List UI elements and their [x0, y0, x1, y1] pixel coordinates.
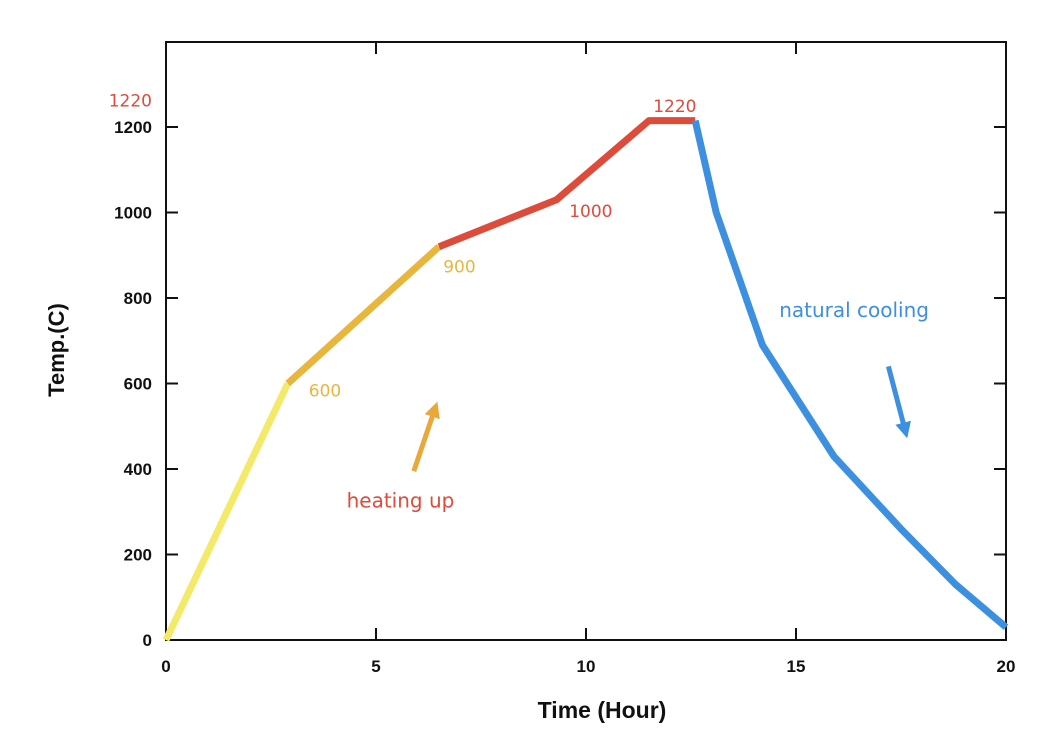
series-segment-blue [691, 119, 1009, 630]
series-segment-yellow [162, 381, 291, 642]
y-tick-label: 1200 [114, 118, 152, 137]
point-label: 900 [443, 257, 475, 277]
annotation-arrows [411, 365, 911, 472]
y-tick-label: 1000 [114, 204, 152, 223]
data-labels: 600 900 1000 1220 heating up natural cooling [309, 97, 929, 512]
annotation-natural-cooling: natural cooling [779, 298, 929, 322]
x-tick-label: 10 [577, 657, 596, 676]
y-tick-label: 200 [124, 546, 152, 565]
y-tick-label: 800 [124, 289, 152, 308]
y-axis-extra-label: 1220 [109, 91, 152, 111]
annotation-heating-up: heating up [347, 488, 455, 512]
y-tick-label: 400 [124, 460, 152, 479]
series-segment-red [437, 117, 696, 250]
point-label: 1000 [569, 202, 612, 222]
x-tick-label: 5 [371, 657, 380, 676]
y-tick-label: 600 [124, 375, 152, 394]
x-tick-label: 15 [787, 657, 806, 676]
tick-marks [165, 42, 1007, 641]
tick-labels: 0 200 400 600 800 1000 1200 0 5 10 15 20 1220 [109, 91, 1016, 676]
point-label: 600 [309, 381, 341, 401]
temperature-series [162, 117, 1009, 642]
cooling-arrow [885, 365, 911, 439]
point-label: 1220 [653, 97, 696, 117]
series-segment-orange [285, 244, 442, 387]
y-tick-label: 0 [143, 631, 152, 650]
x-axis-label: Time (Hour) [538, 697, 667, 723]
heating-arrow [411, 401, 440, 472]
x-tick-label: 20 [997, 657, 1016, 676]
x-tick-label: 0 [161, 657, 170, 676]
plot-frame [165, 41, 1007, 641]
y-axis-label: Temp.(C) [44, 303, 69, 397]
